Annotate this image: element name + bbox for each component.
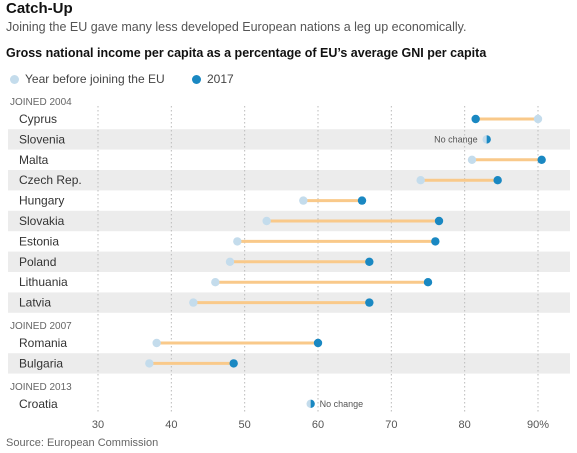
dot-after-slovakia [434, 216, 444, 226]
group-label-joined-2004: JOINED 2004 [10, 97, 72, 108]
legend-label-after: 2017 [207, 72, 234, 86]
dot-before-malta [467, 155, 477, 164]
page-title: Catch-Up [6, 0, 73, 17]
dot-before-czech-rep [416, 176, 425, 185]
gridlines [97, 106, 539, 412]
page-subtitle: Joining the EU gave many less developed … [6, 20, 467, 34]
dot-after-slovenia [486, 135, 491, 144]
dot-after-lithuania [423, 278, 433, 287]
dot-after-bulgaria [229, 359, 238, 368]
legend-label-before: Year before joining the EU [25, 72, 165, 86]
x-tick-90: 90% [527, 419, 549, 431]
dot-before-estonia [233, 237, 242, 246]
row-stripe-czech-rep [8, 170, 570, 191]
dot-before-slovakia [262, 216, 271, 226]
country-label-cyprus: Cyprus [19, 112, 57, 126]
row-stripes [8, 129, 570, 374]
country-label-poland: Poland [19, 255, 56, 269]
dot-after-malta [537, 155, 546, 164]
labels: 30 40 50 60 70 80 90% JOINED 2004 Cyprus Slovenia… [10, 97, 549, 431]
dot-before-poland [225, 257, 235, 266]
dot-after-romania [313, 338, 323, 348]
dot-before-latvia [189, 298, 198, 307]
dot-before-hungary [299, 196, 308, 205]
country-label-malta: Malta [19, 153, 49, 167]
dot-after-poland [365, 257, 374, 266]
country-label-lithuania: Lithuania [19, 275, 68, 289]
x-tick-70: 70 [385, 419, 397, 431]
x-tick-80: 80 [459, 419, 471, 431]
dot-after-cyprus [471, 114, 480, 124]
group-label-joined-2007: JOINED 2007 [10, 321, 72, 332]
dot-after-latvia [365, 298, 374, 307]
x-tick-30: 30 [92, 419, 104, 431]
dot-before-cyprus [533, 114, 543, 124]
legend-dot-before-icon [10, 74, 19, 84]
dot-after-czech-rep [493, 176, 502, 185]
source-note: Source: European Commission [6, 437, 159, 449]
dot-before-bulgaria [145, 359, 154, 368]
country-label-latvia: Latvia [19, 296, 51, 310]
no-change-note-slovenia: No change [434, 134, 478, 144]
legend-dot-after-icon [192, 74, 201, 84]
country-label-croatia: Croatia [19, 397, 58, 411]
dot-before-romania [152, 338, 161, 348]
dot-after-croatia [310, 399, 315, 408]
no-change-note-croatia: No change [320, 399, 364, 409]
country-label-estonia: Estonia [19, 234, 59, 248]
country-label-hungary: Hungary [19, 194, 64, 208]
dot-before-croatia [306, 399, 311, 408]
country-label-slovakia: Slovakia [19, 214, 65, 228]
country-label-slovenia: Slovenia [19, 132, 65, 146]
row-stripe-bulgaria [8, 353, 570, 374]
x-tick-50: 50 [239, 419, 251, 431]
country-label-czech-rep: Czech Rep. [19, 173, 82, 187]
x-tick-40: 40 [165, 419, 177, 431]
chart-title: Gross national income per capita as a pe… [6, 46, 487, 60]
country-label-bulgaria: Bulgaria [19, 356, 63, 370]
dot-after-estonia [431, 237, 440, 246]
legend-item-before: Year before joining the EU [10, 72, 165, 86]
dot-before-slovenia [482, 135, 487, 144]
country-label-romania: Romania [19, 336, 67, 350]
dot-after-hungary [357, 196, 367, 205]
x-tick-60: 60 [312, 419, 324, 431]
marks [145, 114, 546, 408]
dot-before-lithuania [211, 278, 220, 287]
row-stripe-slovenia [8, 129, 570, 150]
legend-item-after: 2017 [192, 72, 234, 86]
group-label-joined-2013: JOINED 2013 [10, 382, 72, 393]
